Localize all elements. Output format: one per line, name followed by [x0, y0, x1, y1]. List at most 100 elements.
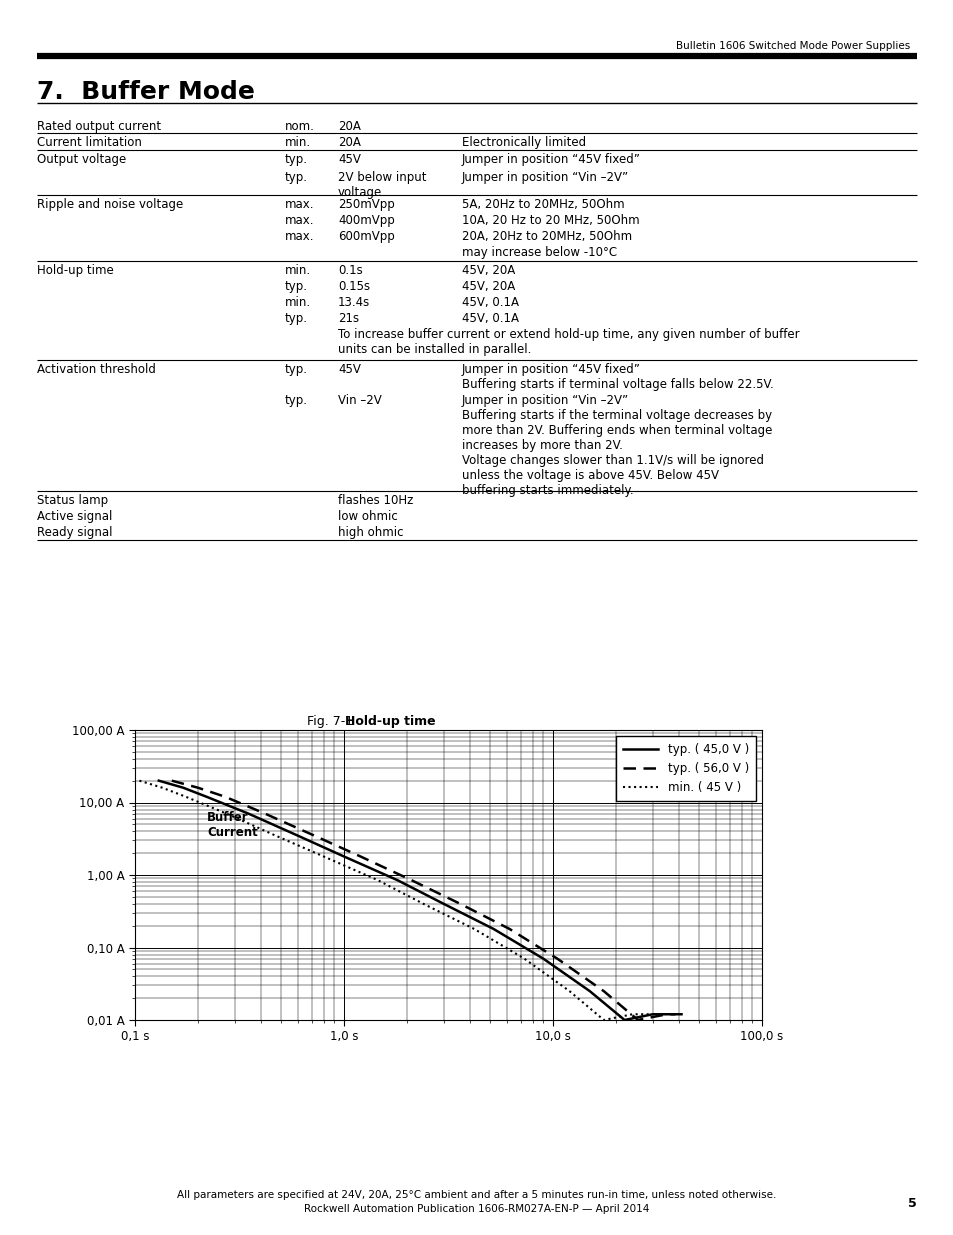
- typ. ( 56,0 V ): [551, 951, 562, 966]
- typ. ( 56,0 V ): [405, 873, 416, 888]
- Text: max.: max.: [285, 230, 314, 243]
- Text: 7.  Buffer Mode: 7. Buffer Mode: [37, 80, 254, 104]
- typ. ( 45,0 V ): [437, 897, 449, 911]
- Text: 0.15s: 0.15s: [337, 280, 370, 293]
- min. ( 45 V ): [598, 1013, 609, 1028]
- Text: 0.1s: 0.1s: [337, 264, 362, 277]
- Text: min.: min.: [285, 136, 311, 149]
- Line: typ. ( 56,0 V ): typ. ( 56,0 V ): [172, 781, 687, 1020]
- typ. ( 56,0 V ): [454, 897, 465, 911]
- Text: high ohmic: high ohmic: [337, 526, 403, 538]
- min. ( 45 V ): [270, 829, 281, 844]
- Text: Jumper in position “Vin –2V”
Buffering starts if the terminal voltage decreases : Jumper in position “Vin –2V” Buffering s…: [461, 394, 772, 496]
- typ. ( 56,0 V ): [503, 921, 515, 936]
- Text: 45V, 0.1A: 45V, 0.1A: [461, 296, 518, 309]
- typ. ( 56,0 V ): [632, 1013, 643, 1028]
- Text: typ.: typ.: [285, 312, 308, 325]
- min. ( 45 V ): [646, 1007, 658, 1021]
- Text: Jumper in position “45V fixed”: Jumper in position “45V fixed”: [461, 153, 640, 165]
- typ. ( 56,0 V ): [192, 781, 203, 795]
- Text: 400mVpp: 400mVpp: [337, 214, 395, 227]
- Text: Hold-up time: Hold-up time: [37, 264, 113, 277]
- Text: typ.: typ.: [285, 280, 308, 293]
- min. ( 45 V ): [417, 897, 429, 911]
- min. ( 45 V ): [156, 781, 168, 795]
- Text: max.: max.: [285, 214, 314, 227]
- Text: Rated output current: Rated output current: [37, 120, 161, 133]
- Text: 2V below input
voltage: 2V below input voltage: [337, 170, 426, 199]
- Text: 5A, 20Hz to 20MHz, 50Ohm: 5A, 20Hz to 20MHz, 50Ohm: [461, 198, 624, 211]
- Text: typ.: typ.: [285, 363, 308, 375]
- typ. ( 45,0 V ): [668, 1007, 679, 1021]
- Text: 20A: 20A: [337, 136, 360, 149]
- typ. ( 45,0 V ): [292, 829, 303, 844]
- typ. ( 45,0 V ): [338, 850, 350, 864]
- Text: 10A, 20 Hz to 20 MHz, 50Ohm: 10A, 20 Hz to 20 MHz, 50Ohm: [461, 214, 639, 227]
- typ. ( 56,0 V ): [355, 850, 366, 864]
- Text: typ.: typ.: [285, 394, 308, 408]
- typ. ( 56,0 V ): [598, 984, 609, 999]
- min. ( 45 V ): [221, 806, 233, 821]
- Text: Status lamp: Status lamp: [37, 494, 108, 508]
- typ. ( 45,0 V ): [177, 781, 189, 795]
- typ. ( 45,0 V ): [392, 873, 403, 888]
- Text: min.: min.: [285, 296, 311, 309]
- Line: min. ( 45 V ): min. ( 45 V ): [139, 781, 652, 1020]
- Text: 45V, 0.1A: 45V, 0.1A: [461, 312, 518, 325]
- Text: min.: min.: [285, 264, 311, 277]
- Text: 5: 5: [907, 1197, 916, 1210]
- typ. ( 45,0 V ): [152, 773, 164, 788]
- Text: Hold-up time: Hold-up time: [345, 715, 436, 727]
- typ. ( 45,0 V ): [487, 921, 498, 936]
- Text: nom.: nom.: [285, 120, 314, 133]
- Text: flashes 10Hz: flashes 10Hz: [337, 494, 413, 508]
- Text: 13.4s: 13.4s: [337, 296, 370, 309]
- Text: Active signal: Active signal: [37, 510, 112, 522]
- Text: All parameters are specified at 24V, 20A, 25°C ambient and after a 5 minutes run: All parameters are specified at 24V, 20A…: [177, 1191, 776, 1200]
- Legend: typ. ( 45,0 V ), typ. ( 56,0 V ), min. ( 45 V ): typ. ( 45,0 V ), typ. ( 56,0 V ), min. (…: [616, 736, 756, 800]
- min. ( 45 V ): [133, 773, 145, 788]
- Text: 600mVpp: 600mVpp: [337, 230, 395, 243]
- typ. ( 56,0 V ): [308, 829, 319, 844]
- min. ( 45 V ): [372, 873, 383, 888]
- typ. ( 56,0 V ): [259, 806, 271, 821]
- Text: Buffer
Current: Buffer Current: [207, 811, 257, 840]
- typ. ( 45,0 V ): [583, 984, 595, 999]
- Text: Ripple and noise voltage: Ripple and noise voltage: [37, 198, 183, 211]
- typ. ( 45,0 V ): [646, 1007, 658, 1021]
- Text: To increase buffer current or extend hold-up time, any given number of buffer
un: To increase buffer current or extend hol…: [337, 329, 799, 356]
- Text: Activation threshold: Activation threshold: [37, 363, 155, 375]
- typ. ( 56,0 V ): [166, 773, 177, 788]
- Text: 20A, 20Hz to 20MHz, 50Ohm: 20A, 20Hz to 20MHz, 50Ohm: [461, 230, 632, 243]
- typ. ( 56,0 V ): [660, 1007, 672, 1021]
- Text: 45V, 20A: 45V, 20A: [461, 280, 515, 293]
- Line: typ. ( 45,0 V ): typ. ( 45,0 V ): [158, 781, 674, 1020]
- min. ( 45 V ): [317, 850, 329, 864]
- min. ( 45 V ): [518, 951, 530, 966]
- Text: Jumper in position “45V fixed”
Buffering starts if terminal voltage falls below : Jumper in position “45V fixed” Buffering…: [461, 363, 773, 391]
- Text: 21s: 21s: [337, 312, 358, 325]
- typ. ( 56,0 V ): [681, 1007, 693, 1021]
- Text: 20A: 20A: [337, 120, 360, 133]
- Text: low ohmic: low ohmic: [337, 510, 397, 522]
- Text: typ.: typ.: [285, 153, 308, 165]
- Text: 250mVpp: 250mVpp: [337, 198, 395, 211]
- typ. ( 45,0 V ): [618, 1013, 630, 1028]
- typ. ( 45,0 V ): [201, 789, 213, 804]
- min. ( 45 V ): [563, 984, 575, 999]
- typ. ( 45,0 V ): [243, 806, 254, 821]
- Text: 45V: 45V: [337, 153, 360, 165]
- Text: Current limitation: Current limitation: [37, 136, 142, 149]
- typ. ( 45,0 V ): [537, 951, 549, 966]
- Text: Vin –2V: Vin –2V: [337, 394, 381, 408]
- Text: typ.: typ.: [285, 170, 308, 184]
- Text: Ready signal: Ready signal: [37, 526, 112, 538]
- Text: 45V, 20A: 45V, 20A: [461, 264, 515, 277]
- Text: Electronically limited: Electronically limited: [461, 136, 585, 149]
- Text: may increase below -10°C: may increase below -10°C: [461, 246, 617, 259]
- Text: Output voltage: Output voltage: [37, 153, 126, 165]
- min. ( 45 V ): [468, 921, 479, 936]
- min. ( 45 V ): [180, 789, 192, 804]
- Text: Bulletin 1606 Switched Mode Power Supplies: Bulletin 1606 Switched Mode Power Suppli…: [675, 41, 909, 51]
- Text: 45V: 45V: [337, 363, 360, 375]
